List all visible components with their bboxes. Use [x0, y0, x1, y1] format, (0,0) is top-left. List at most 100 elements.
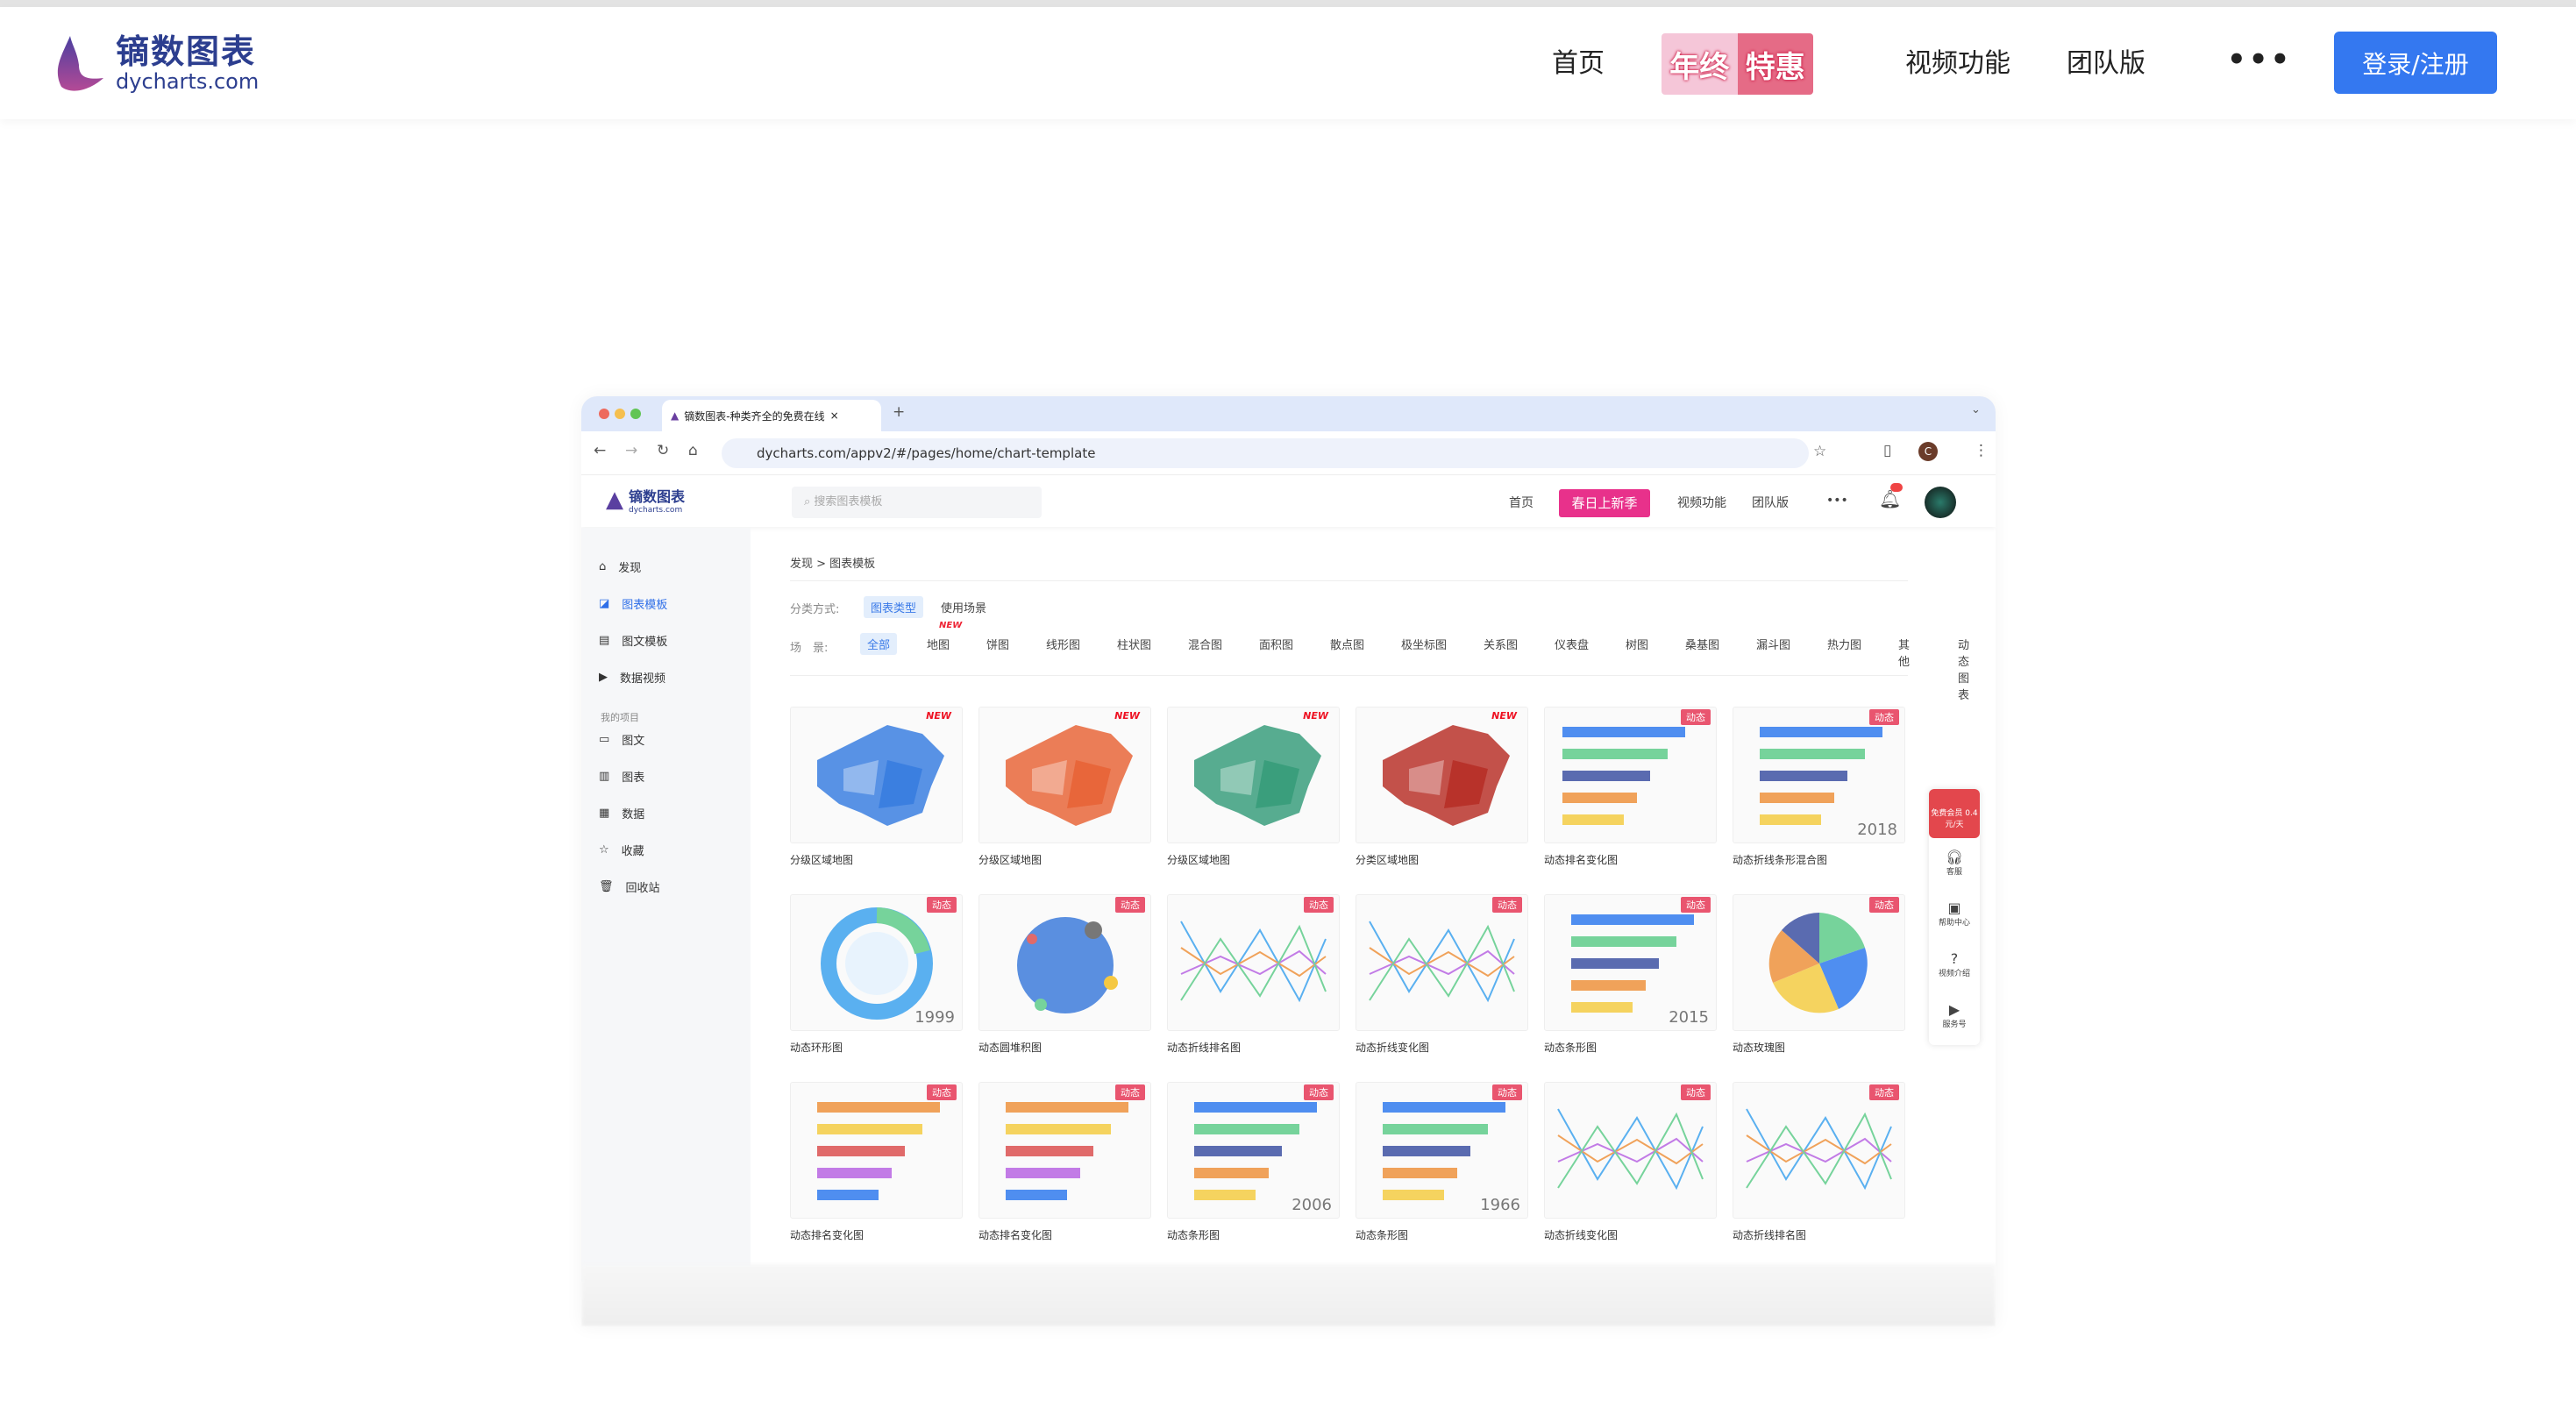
sidebar-item-0[interactable]: ⌂ 发现 — [599, 558, 641, 575]
kebab-menu-icon[interactable]: ⋮ — [1974, 442, 1989, 459]
card-badge: 动态 — [1869, 897, 1899, 913]
template-card[interactable]: 动态 动态圆堆积图 — [978, 894, 1151, 1055]
category-6[interactable]: 面积图 — [1259, 639, 1294, 652]
login-register-button[interactable]: 登录/注册 — [2334, 32, 2497, 94]
scene-label: 场 景: — [790, 642, 829, 655]
template-card[interactable]: 动态 1966 动态条形图 — [1356, 1082, 1528, 1242]
project-item-4[interactable]: 🗑︎ 回收站 — [599, 878, 660, 895]
logo[interactable]: 镝数图表 dycharts.com — [53, 33, 259, 93]
year-label: 1999 — [914, 1008, 955, 1027]
line-mark — [1557, 1112, 1704, 1189]
template-thumbnail: 动态 2015 — [1544, 894, 1717, 1031]
category-10[interactable]: 仪表盘 — [1555, 639, 1590, 652]
template-card[interactable]: 动态 动态折线排名图 — [1733, 1082, 1905, 1242]
category-2[interactable]: 饼图 — [986, 639, 1010, 652]
category-16[interactable]: 动态图表 — [1958, 639, 1970, 702]
sidebar-item-label: 图文模板 — [622, 636, 668, 649]
line-thumbnail — [1369, 921, 1515, 1003]
sidebar-item-2[interactable]: ▤ 图文模板 — [599, 632, 667, 649]
template-card[interactable]: 动态 2015 动态条形图 — [1544, 894, 1717, 1055]
app-nav-video[interactable]: 视频功能 — [1677, 496, 1726, 510]
template-card[interactable]: NEW 分级区域地图 — [978, 707, 1151, 867]
sidebar-item-1[interactable]: ◪ 图表模板 — [599, 595, 667, 612]
template-card[interactable]: 动态 1999 动态环形图 — [790, 894, 963, 1055]
template-card[interactable]: 动态 动态排名变化图 — [1544, 707, 1717, 867]
card-badge: NEW — [926, 710, 951, 722]
more-menu-button[interactable]: ••• — [2227, 42, 2293, 77]
app-nav-home[interactable]: 首页 — [1509, 496, 1534, 510]
project-item-1[interactable]: ▥ 图表 — [599, 768, 644, 785]
app-more-button[interactable]: ••• — [1826, 494, 1848, 508]
project-item-2[interactable]: ▦ 数据 — [599, 805, 644, 821]
category-9[interactable]: 关系图 — [1484, 639, 1519, 652]
float-item-0[interactable]: 🎧︎ 客服 — [1929, 849, 1980, 877]
category-15[interactable]: 其他 — [1898, 639, 1911, 669]
template-card[interactable]: 动态 2006 动态条形图 — [1167, 1082, 1340, 1242]
year-label: 2018 — [1857, 821, 1897, 839]
card-badge: 动态 — [1492, 1084, 1522, 1100]
template-card[interactable]: 动态 动态折线变化图 — [1544, 1082, 1717, 1242]
vip-badge[interactable]: 免费会员 0.4元/天 — [1929, 789, 1980, 838]
card-label: 分级区域地图 — [978, 854, 1042, 866]
template-card[interactable]: NEW 分级区域地图 — [790, 707, 963, 867]
nav-video[interactable]: 视频功能 — [1905, 48, 2010, 79]
template-card[interactable]: NEW 分级区域地图 — [1167, 707, 1340, 867]
nav-home[interactable]: 首页 — [1552, 48, 1605, 79]
bar-mark — [1006, 1190, 1067, 1200]
new-tab-icon[interactable]: + — [893, 403, 906, 421]
sidebar-item-3[interactable]: ▶ 数据视频 — [599, 669, 665, 686]
year-end-promo-banner[interactable]: 年终 特惠 — [1662, 33, 1813, 95]
bar-mark — [1571, 958, 1659, 969]
browser-tab[interactable]: ▲ 镝数图表-种类齐全的免费在线 × — [662, 400, 881, 431]
home-icon[interactable]: ⌂ — [688, 442, 698, 459]
url-bar[interactable]: dycharts.com/appv2/#/pages/home/chart-te… — [722, 438, 1809, 468]
nav-team[interactable]: 团队版 — [2067, 48, 2145, 79]
bell-icon[interactable]: 🔔︎ — [1879, 488, 1902, 509]
project-item-0[interactable]: ▭ 图文 — [599, 731, 644, 748]
category-0[interactable]: 全部 — [860, 633, 898, 655]
sort-by-chart-type[interactable]: 图表类型 — [864, 596, 924, 618]
tab-close-icon[interactable]: × — [829, 409, 839, 422]
template-card[interactable]: 动态 2018 动态折线条形混合图 — [1733, 707, 1905, 867]
app-nav-team[interactable]: 团队版 — [1752, 496, 1789, 510]
sort-by-scene[interactable]: 使用场景 — [941, 602, 987, 615]
category-11[interactable]: 树图 — [1626, 639, 1649, 652]
back-icon[interactable]: ← — [594, 442, 607, 459]
float-item-2[interactable]: ? 视频介绍 — [1929, 950, 1980, 978]
template-card[interactable]: 动态 动态折线排名图 — [1167, 894, 1340, 1055]
template-card[interactable]: NEW 分类区域地图 — [1356, 707, 1528, 867]
profile-avatar[interactable]: C — [1918, 442, 1938, 461]
category-7[interactable]: 散点图 — [1330, 639, 1365, 652]
template-card[interactable]: 动态 动态排名变化图 — [978, 1082, 1151, 1242]
line-mark — [1180, 947, 1327, 978]
template-card[interactable]: 动态 动态玫瑰图 — [1733, 894, 1905, 1055]
card-badge: 动态 — [1492, 897, 1522, 913]
chevron-down-icon[interactable]: ⌄ — [1971, 403, 1981, 416]
category-3[interactable]: 线形图 — [1046, 639, 1081, 652]
template-thumbnail: NEW — [1356, 707, 1528, 843]
category-4[interactable]: 柱状图 — [1117, 639, 1152, 652]
forward-icon[interactable]: → — [625, 442, 638, 459]
star-icon[interactable]: ☆ — [1813, 443, 1827, 460]
spring-promo-button[interactable]: 春日上新季 — [1559, 489, 1650, 517]
bar-mark — [1760, 749, 1865, 759]
float-item-3[interactable]: ▶ 服务号 — [1929, 1001, 1980, 1029]
category-13[interactable]: 漏斗图 — [1756, 639, 1791, 652]
bar-mark — [817, 1146, 905, 1156]
category-14[interactable]: 热力图 — [1827, 639, 1862, 652]
template-card[interactable]: 动态 动态排名变化图 — [790, 1082, 963, 1242]
float-item-1[interactable]: ▣ 帮助中心 — [1929, 899, 1980, 928]
app-logo[interactable]: ▲ 镝数图表 dycharts.com — [606, 485, 685, 515]
project-item-3[interactable]: ☆ 收藏 — [599, 842, 644, 858]
user-avatar[interactable] — [1925, 487, 1956, 518]
extensions-icon[interactable]: ▯ — [1883, 442, 1892, 459]
category-5[interactable]: 混合图 — [1188, 639, 1223, 652]
bar-mark — [817, 1124, 922, 1134]
category-1[interactable]: 地图 — [927, 639, 950, 652]
template-search-input[interactable]: ⌕ 搜索图表模板 — [792, 487, 1042, 518]
year-label: 2015 — [1669, 1008, 1709, 1027]
template-card[interactable]: 动态 动态折线变化图 — [1356, 894, 1528, 1055]
reload-icon[interactable]: ↻ — [657, 442, 670, 459]
category-8[interactable]: 极坐标图 — [1401, 639, 1448, 652]
category-12[interactable]: 桑基图 — [1685, 639, 1720, 652]
